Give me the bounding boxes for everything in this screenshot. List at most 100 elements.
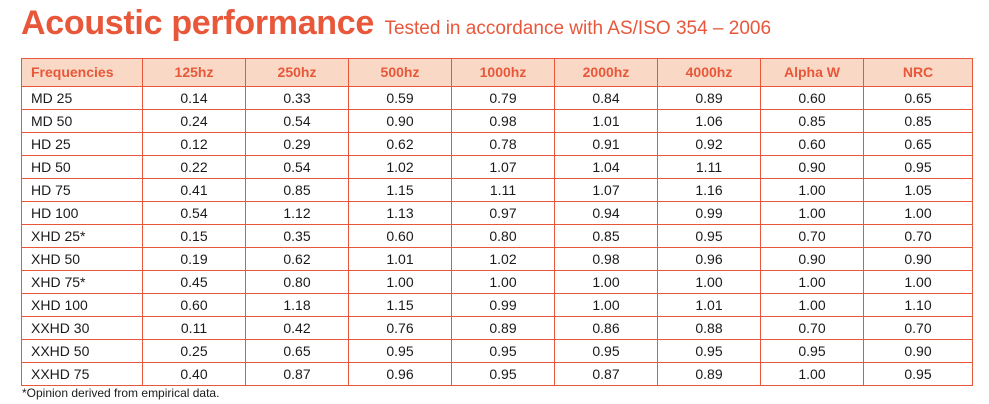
value-cell: 0.98 xyxy=(554,247,658,271)
value-cell: 0.89 xyxy=(657,86,761,110)
column-header: 1000hz xyxy=(451,58,555,87)
table-row: HD 25 0.12 0.29 0.62 0.78 0.91 0.92 0.60 0.65 xyxy=(21,132,973,156)
value-cell: 1.07 xyxy=(451,155,555,179)
value-cell: 0.95 xyxy=(863,155,973,179)
value-cell: 0.87 xyxy=(554,362,658,386)
value-cell: 1.15 xyxy=(348,293,452,317)
product-name-cell: MD 50 xyxy=(21,109,143,133)
value-cell: 0.80 xyxy=(451,224,555,248)
value-cell: 0.98 xyxy=(451,109,555,133)
product-name-cell: XHD 25* xyxy=(21,224,143,248)
value-cell: 0.65 xyxy=(863,86,973,110)
value-cell: 0.41 xyxy=(142,178,246,202)
value-cell: 1.00 xyxy=(760,201,864,225)
table-row: XHD 100 0.60 1.18 1.15 0.99 1.00 1.01 1.00 1.10 xyxy=(21,293,973,317)
value-cell: 1.15 xyxy=(348,178,452,202)
table-row: XHD 75* 0.45 0.80 1.00 1.00 1.00 1.00 1.00 1.00 xyxy=(21,270,973,294)
page-heading: Acoustic performance Tested in accordanc… xyxy=(21,6,771,40)
column-header: Alpha W xyxy=(760,58,864,87)
product-name-cell: XHD 100 xyxy=(21,293,143,317)
footnote: *Opinion derived from empirical data. xyxy=(22,386,220,400)
page-title: Acoustic performance xyxy=(21,4,374,42)
column-header: 2000hz xyxy=(554,58,658,87)
value-cell: 0.59 xyxy=(348,86,452,110)
value-cell: 1.06 xyxy=(657,109,761,133)
value-cell: 0.95 xyxy=(863,362,973,386)
value-cell: 1.04 xyxy=(554,155,658,179)
value-cell: 0.54 xyxy=(245,109,349,133)
value-cell: 0.62 xyxy=(245,247,349,271)
value-cell: 0.54 xyxy=(142,201,246,225)
product-name-cell: HD 50 xyxy=(21,155,143,179)
product-name-cell: XXHD 50 xyxy=(21,339,143,363)
value-cell: 1.07 xyxy=(554,178,658,202)
value-cell: 0.90 xyxy=(863,339,973,363)
table-row: HD 50 0.22 0.54 1.02 1.07 1.04 1.11 0.90 0.95 xyxy=(21,155,973,179)
value-cell: 0.15 xyxy=(142,224,246,248)
value-cell: 0.95 xyxy=(451,339,555,363)
value-cell: 0.95 xyxy=(657,339,761,363)
value-cell: 0.96 xyxy=(348,362,452,386)
value-cell: 0.11 xyxy=(142,316,246,340)
product-name-cell: XHD 50 xyxy=(21,247,143,271)
value-cell: 1.00 xyxy=(760,270,864,294)
value-cell: 0.87 xyxy=(245,362,349,386)
table-row: XHD 25* 0.15 0.35 0.60 0.80 0.85 0.95 0.70 0.70 xyxy=(21,224,973,248)
value-cell: 0.19 xyxy=(142,247,246,271)
value-cell: 0.90 xyxy=(760,247,864,271)
column-header: 250hz xyxy=(245,58,349,87)
value-cell: 1.11 xyxy=(657,155,761,179)
value-cell: 1.05 xyxy=(863,178,973,202)
value-cell: 1.00 xyxy=(760,362,864,386)
value-cell: 0.70 xyxy=(863,316,973,340)
column-header: 4000hz xyxy=(657,58,761,87)
value-cell: 0.95 xyxy=(348,339,452,363)
value-cell: 0.54 xyxy=(245,155,349,179)
value-cell: 0.70 xyxy=(760,224,864,248)
table-row: XXHD 50 0.25 0.65 0.95 0.95 0.95 0.95 0.95 0.90 xyxy=(21,339,973,363)
value-cell: 0.29 xyxy=(245,132,349,156)
table-row: XXHD 30 0.11 0.42 0.76 0.89 0.86 0.88 0.70 0.70 xyxy=(21,316,973,340)
table-row: XXHD 75 0.40 0.87 0.96 0.95 0.87 0.89 1.00 0.95 xyxy=(21,362,973,386)
value-cell: 1.02 xyxy=(451,247,555,271)
column-header: Frequencies xyxy=(21,58,143,87)
value-cell: 0.22 xyxy=(142,155,246,179)
value-cell: 0.99 xyxy=(657,201,761,225)
value-cell: 0.95 xyxy=(760,339,864,363)
value-cell: 0.84 xyxy=(554,86,658,110)
value-cell: 1.01 xyxy=(657,293,761,317)
table-row: HD 75 0.41 0.85 1.15 1.11 1.07 1.16 1.00 1.05 xyxy=(21,178,973,202)
value-cell: 0.65 xyxy=(863,132,973,156)
table-body: MD 25 0.14 0.33 0.59 0.79 0.84 0.89 0.60 0.65 MD … xyxy=(21,86,973,386)
value-cell: 0.60 xyxy=(760,132,864,156)
value-cell: 1.00 xyxy=(863,270,973,294)
value-cell: 0.85 xyxy=(760,109,864,133)
product-name-cell: HD 75 xyxy=(21,178,143,202)
value-cell: 0.76 xyxy=(348,316,452,340)
value-cell: 1.00 xyxy=(554,270,658,294)
value-cell: 1.10 xyxy=(863,293,973,317)
value-cell: 0.89 xyxy=(451,316,555,340)
value-cell: 0.89 xyxy=(657,362,761,386)
product-name-cell: XHD 75* xyxy=(21,270,143,294)
value-cell: 0.60 xyxy=(142,293,246,317)
value-cell: 0.99 xyxy=(451,293,555,317)
value-cell: 1.00 xyxy=(760,178,864,202)
value-cell: 0.12 xyxy=(142,132,246,156)
value-cell: 0.79 xyxy=(451,86,555,110)
value-cell: 0.97 xyxy=(451,201,555,225)
value-cell: 0.40 xyxy=(142,362,246,386)
value-cell: 0.35 xyxy=(245,224,349,248)
value-cell: 1.02 xyxy=(348,155,452,179)
product-name-cell: XXHD 30 xyxy=(21,316,143,340)
value-cell: 0.85 xyxy=(863,109,973,133)
value-cell: 1.00 xyxy=(451,270,555,294)
value-cell: 0.88 xyxy=(657,316,761,340)
value-cell: 0.85 xyxy=(245,178,349,202)
value-cell: 1.12 xyxy=(245,201,349,225)
table-row: XHD 50 0.19 0.62 1.01 1.02 0.98 0.96 0.90 0.90 xyxy=(21,247,973,271)
value-cell: 0.45 xyxy=(142,270,246,294)
value-cell: 1.00 xyxy=(554,293,658,317)
product-name-cell: HD 25 xyxy=(21,132,143,156)
column-header: NRC xyxy=(863,58,973,87)
